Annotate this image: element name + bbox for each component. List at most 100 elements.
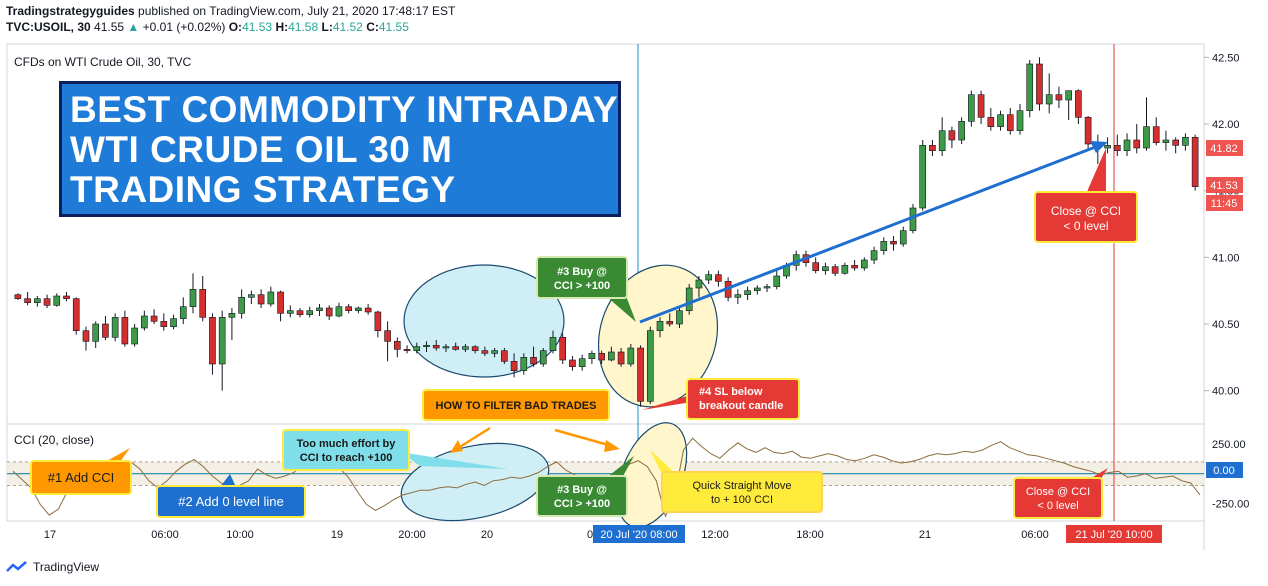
candle [530,346,537,367]
candle [286,305,294,318]
candle [238,289,245,319]
candle-body [880,241,888,251]
candle-body [1065,90,1072,101]
stoploss-callout: #4 SL below breakout candle [642,378,800,420]
candle [34,296,41,307]
candle [977,90,985,124]
time-tick-label: 18:00 [796,529,824,541]
candle [384,321,391,362]
candle [812,257,820,274]
price-tick-label: 42.00 [1212,119,1240,131]
candle [520,353,528,375]
consolidation-ellipse [403,264,565,378]
candle [82,326,90,351]
candle [209,313,216,375]
candle [695,276,703,298]
tradingview-logo-icon [6,561,27,572]
filter-arrow-right [554,428,613,448]
low-value: 41.52 [332,20,363,34]
candle [345,304,352,314]
candle [676,306,683,328]
candle-body [870,250,878,261]
svg-text:< 0 level: < 0 level [1037,500,1078,512]
candle-body [958,121,965,141]
candle-body [452,346,460,350]
price-change-icon: ▲ [127,20,140,34]
high-label: H: [275,20,289,34]
candle-body [1055,94,1063,101]
svg-text:41.53: 41.53 [1210,180,1238,192]
candle [179,297,187,324]
svg-text:Close @ CCI: Close @ CCI [1051,204,1121,218]
candle [393,337,401,358]
candle [335,302,343,318]
effort-callout: Too much effort by CCI to reach +100 [282,429,508,471]
candle-body [150,315,158,322]
candle-body [968,94,975,122]
candle-body [763,286,771,289]
cci-tick-label: 250.00 [1212,439,1246,451]
candle [102,316,109,340]
candle-body [510,361,518,371]
cci-tick-label: -250.00 [1212,498,1249,510]
candle-body [384,330,391,342]
candle-body [1006,114,1014,131]
candle [627,344,635,367]
candle [549,330,557,354]
candle [1006,108,1014,135]
candle [452,342,460,351]
candle [987,108,995,131]
time-label-exit: 21 Jul '20 10:00 [1066,525,1162,543]
zero-line-callout: #2 Add 0 level line [156,474,306,518]
candle [705,270,712,284]
candle [111,313,119,342]
pane-title: CFDs on WTI Crude Oil, 30, TVC [14,55,191,69]
candle-body [1026,63,1034,111]
candle-body [1162,139,1170,143]
time-tick-label: 06:00 [1021,529,1049,541]
indicator-label: CCI (20, close) [14,433,94,447]
candle-body [199,289,207,318]
candle-body [1016,110,1024,131]
candle [462,344,469,352]
candle [880,237,888,255]
candle [374,310,382,338]
svg-text:Quick Straight Move: Quick Straight Move [692,480,791,492]
tradingview-logo[interactable]: TradingView [6,560,99,574]
price-label-current: 41.82 [1206,140,1243,156]
candle-body [335,306,343,317]
candle [355,306,362,314]
candle-body [1152,126,1160,143]
filter-arrow-left-head-icon [450,440,463,453]
candle-body [578,358,586,367]
candle [715,270,722,287]
candle [14,293,22,300]
candle [218,310,226,391]
candle-body [1182,137,1189,146]
candle-body [228,313,236,318]
candle-body [1113,145,1121,151]
candle-body [248,294,255,298]
candle-body [1036,63,1043,105]
candle [267,286,275,307]
publisher-name[interactable]: Tradingstrategyguides [6,4,135,18]
candle [1113,134,1121,156]
candle-body [432,345,440,349]
candle-body [257,294,265,305]
svg-text:#3 Buy @: #3 Buy @ [557,484,607,496]
candle-body [34,298,41,303]
buy-callout-lower: #3 Buy @ CCI > +100 [536,456,634,517]
candle-body [812,262,820,271]
candle [841,262,849,275]
price-label-close: 41.53 [1206,177,1243,193]
main-title-line-3: TRADING STRATEGY [70,169,456,210]
candle-body [705,274,712,281]
candle [685,284,693,315]
candle [753,285,761,295]
candle-body [569,359,576,367]
symbol-label[interactable]: TVC:USOIL, 30 [6,20,91,34]
candle [325,305,333,320]
candle-body [744,290,751,295]
candle [997,110,1004,131]
